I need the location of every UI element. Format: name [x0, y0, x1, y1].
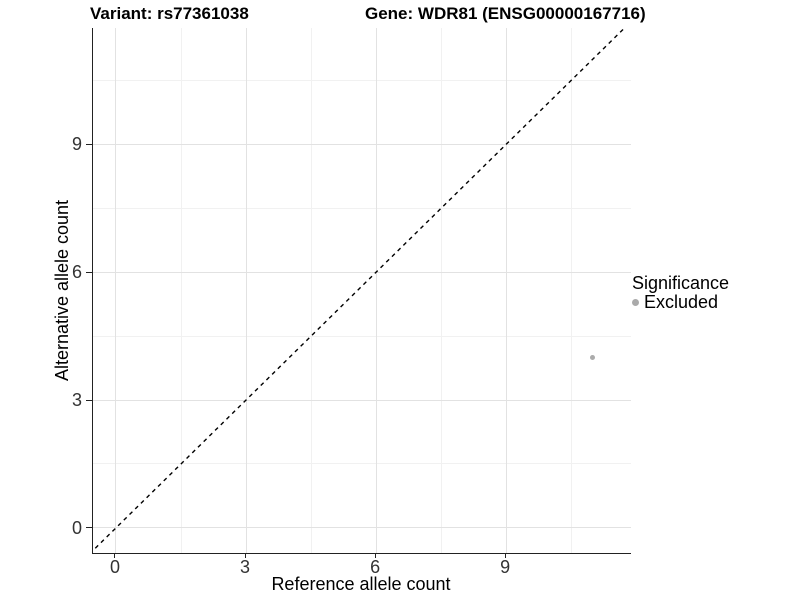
gridline-major-horizontal [93, 399, 631, 401]
gridline-major-horizontal [93, 271, 631, 273]
x-axis-tick [244, 553, 246, 558]
y-tick-label: 6 [71, 262, 82, 283]
legend-item-excluded: Excluded [632, 293, 729, 312]
x-tick-label: 0 [109, 557, 120, 577]
gridline-major-vertical [375, 28, 377, 553]
gridline-minor-horizontal [93, 335, 631, 337]
plot-title-variant: Variant: rs77361038 [90, 4, 249, 23]
legend: Significance Excluded [632, 273, 729, 312]
data-point [590, 354, 596, 360]
legend-item-label: Excluded [644, 292, 719, 312]
gridline-minor-horizontal [93, 207, 631, 209]
gridline-minor-horizontal [93, 463, 631, 465]
gridline-minor-horizontal [93, 79, 631, 81]
gridline-major-vertical [505, 28, 507, 553]
identity-reference-line [93, 28, 626, 552]
plot-title-gene: Gene: WDR81 (ENSG00000167716) [365, 4, 646, 23]
y-tick-label: 3 [71, 390, 82, 411]
y-tick-label: 9 [71, 134, 82, 155]
gridline-major-vertical [245, 28, 247, 553]
gridline-major-vertical [115, 28, 117, 553]
y-axis-tick [86, 399, 92, 401]
gridline-major-horizontal [93, 527, 631, 529]
gridline-minor-vertical [440, 28, 442, 553]
x-tick-label: 6 [370, 557, 381, 577]
gridline-major-horizontal [93, 143, 631, 145]
gridline-minor-vertical [180, 28, 182, 553]
y-axis-tick [86, 271, 92, 273]
y-tick-label: 0 [71, 517, 82, 538]
x-axis-tick [504, 553, 506, 558]
y-axis-title: Alternative allele count [50, 28, 76, 553]
legend-title: Significance [632, 273, 730, 293]
x-axis-tick [114, 553, 116, 558]
y-axis-tick [86, 143, 92, 145]
plot-panel [92, 28, 631, 554]
gridline-minor-vertical [310, 28, 312, 553]
x-axis-title: Reference allele count [271, 574, 451, 594]
x-axis-tick [374, 553, 376, 558]
x-tick-label: 3 [240, 557, 251, 577]
y-axis-tick [86, 527, 92, 529]
gridline-minor-vertical [570, 28, 572, 553]
x-tick-label: 9 [500, 557, 511, 577]
legend-point-icon [632, 299, 639, 306]
y-axis-title-text: Alternative allele count [52, 199, 73, 382]
